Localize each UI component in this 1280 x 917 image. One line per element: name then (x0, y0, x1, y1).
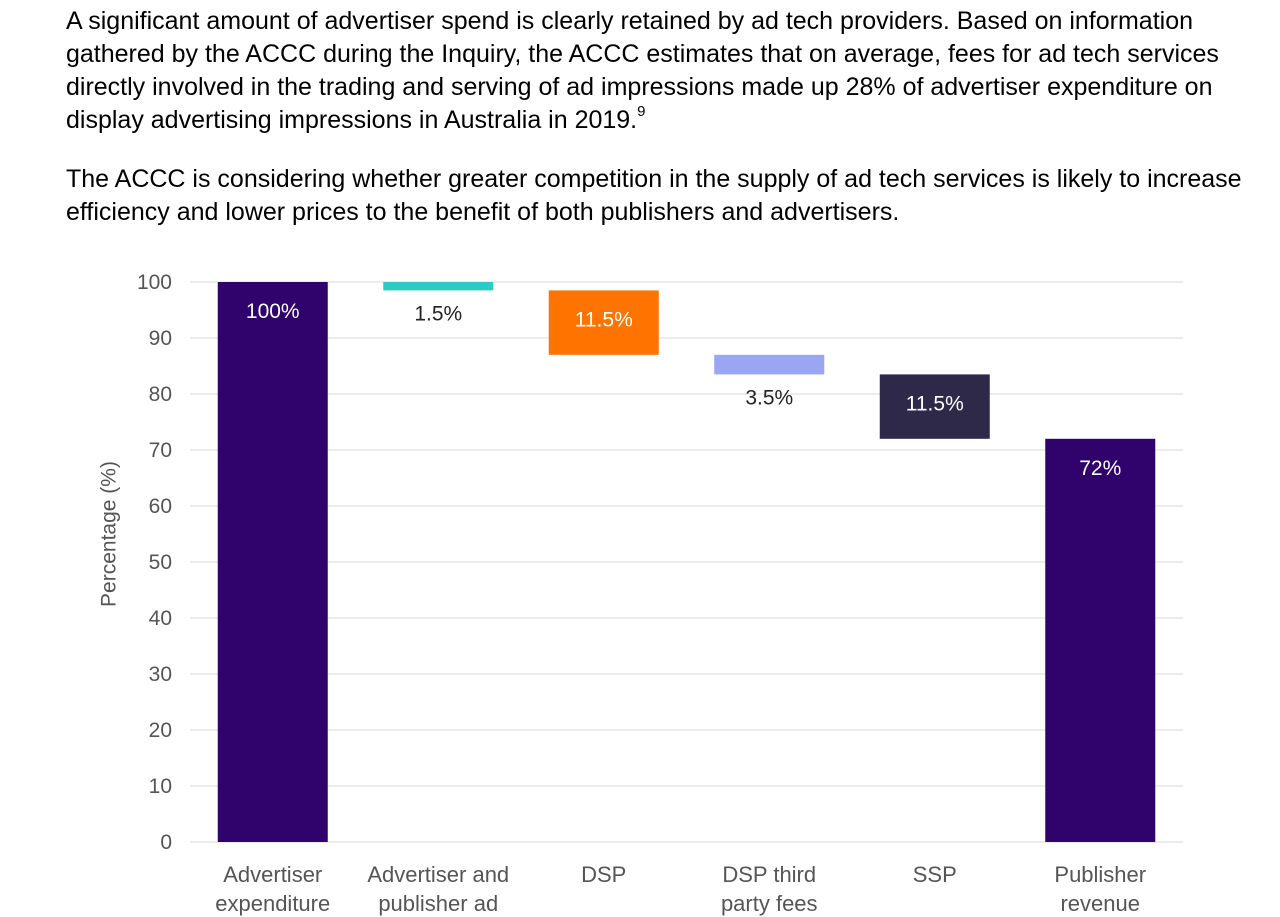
bar-value-label: 100% (246, 300, 300, 323)
bar-value-label: 72% (1079, 457, 1121, 480)
y-axis-ticks: 0 10 20 30 40 50 60 70 80 90 100 (137, 271, 172, 854)
bar-value-label: 1.5% (414, 302, 462, 325)
y-axis-label: Percentage (%) (98, 461, 121, 607)
chart-bars (217, 282, 1156, 842)
bar (217, 282, 328, 842)
y-tick-label: 0 (160, 831, 172, 854)
paragraph-1-text: A significant amount of advertiser spend… (66, 7, 1219, 134)
bar (1045, 438, 1156, 842)
bar-value-label: 11.5% (575, 308, 633, 331)
body-paragraph-2: The ACCC is considering whether greater … (66, 163, 1246, 229)
category-label: Advertiser and (367, 862, 509, 887)
category-label: revenue (1060, 891, 1140, 916)
y-tick-label: 90 (149, 327, 172, 350)
category-label: publisher ad (378, 891, 498, 916)
waterfall-chart: 0 10 20 30 40 50 60 70 80 90 100 Percentage (%) 10… (98, 271, 1183, 916)
category-label: expenditure (215, 891, 330, 916)
y-tick-label: 10 (149, 775, 172, 798)
body-paragraph-1: A significant amount of advertiser spend… (66, 5, 1246, 137)
category-label: Advertiser (223, 862, 322, 887)
y-tick-label: 80 (149, 383, 172, 406)
category-label: party fees (721, 891, 818, 916)
bar (548, 290, 659, 355)
category-label: DSP (581, 862, 626, 887)
y-tick-label: 40 (149, 607, 172, 630)
category-label: DSP third (722, 862, 816, 887)
bar (714, 354, 825, 375)
bar (383, 282, 494, 291)
paragraph-2-text: The ACCC is considering whether greater … (66, 165, 1242, 226)
y-tick-label: 50 (149, 551, 172, 574)
category-label: Publisher (1054, 862, 1146, 887)
bar-value-labels: 100% 1.5% 11.5% 3.5% 11.5% 72% (246, 300, 1121, 480)
bar-value-label: 3.5% (745, 386, 793, 409)
y-tick-label: 100 (137, 271, 172, 294)
footnote-marker: 9 (637, 103, 646, 120)
y-tick-label: 70 (149, 439, 172, 462)
bar (879, 374, 990, 439)
category-labels: Advertiser expenditure Advertiser and publi… (215, 862, 1146, 916)
y-tick-label: 60 (149, 495, 172, 518)
bar-value-label: 11.5% (906, 392, 964, 415)
y-tick-label: 30 (149, 663, 172, 686)
chart-gridlines (190, 281, 1183, 843)
y-tick-label: 20 (149, 719, 172, 742)
category-label: SSP (913, 862, 957, 887)
